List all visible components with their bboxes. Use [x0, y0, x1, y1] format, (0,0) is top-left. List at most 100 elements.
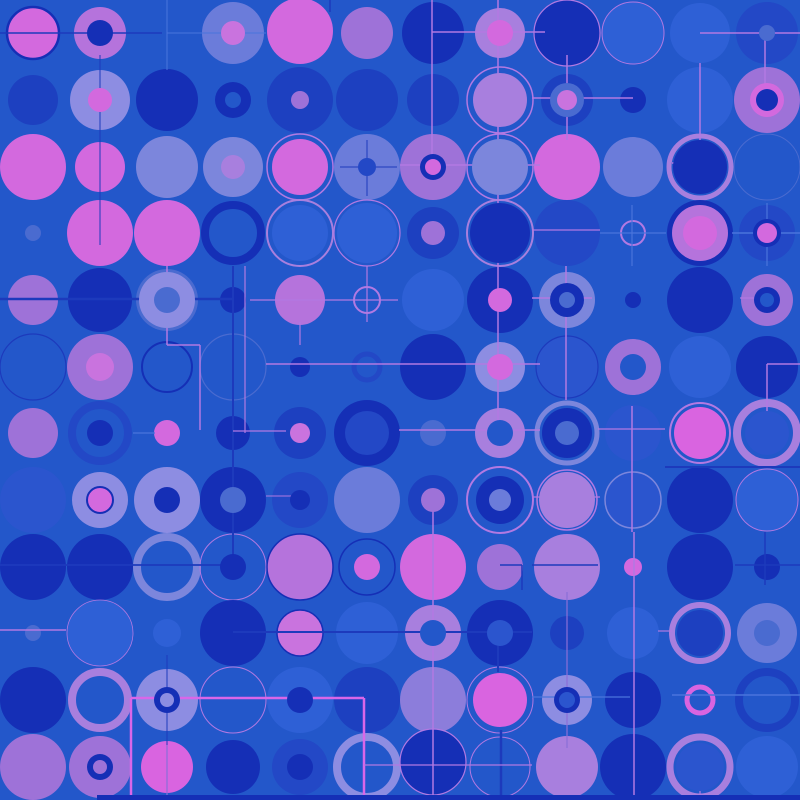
art-circle [154, 420, 180, 446]
art-circle [136, 69, 198, 131]
art-circle-inner [420, 620, 446, 646]
art-circle [351, 351, 383, 383]
art-circle [667, 267, 733, 333]
art-circle [134, 200, 200, 266]
art-circle [735, 468, 799, 532]
art-circle [669, 602, 731, 664]
art-circle-inner [683, 216, 717, 250]
art-circle [206, 740, 260, 794]
art-circle-inner [557, 90, 577, 110]
art-circle [266, 533, 334, 601]
art-circle-inner [677, 610, 723, 656]
art-circle-inner [287, 754, 313, 780]
art-circle [620, 87, 646, 113]
art-circle [67, 534, 133, 600]
art-circle [600, 734, 666, 800]
art-circle-inner [221, 155, 245, 179]
art-circle [607, 607, 659, 659]
art-circle [0, 534, 66, 600]
art-circle-inner [470, 203, 530, 263]
art-circle-inner [272, 139, 328, 195]
art-circle [402, 269, 464, 331]
art-circle-inner [559, 292, 575, 308]
art-circle [534, 400, 600, 466]
art-circle-inner [221, 21, 245, 45]
art-circle-inner [154, 287, 180, 313]
art-circle [8, 408, 58, 458]
art-circle-inner [473, 673, 527, 727]
art-circle [420, 420, 446, 446]
art-circle-inner [86, 353, 114, 381]
art-circle [0, 467, 66, 533]
art-circle [736, 736, 798, 798]
art-circle [0, 734, 66, 800]
art-circle-inner [620, 354, 646, 380]
art-circle [669, 336, 731, 398]
art-circle [536, 469, 598, 531]
art-circle [201, 201, 265, 265]
art-circle-inner [291, 91, 309, 109]
art-circle [477, 544, 523, 590]
art-circle-inner [287, 687, 313, 713]
art-circle [199, 666, 267, 734]
art-circle-inner [337, 203, 397, 263]
art-circle [341, 7, 393, 59]
art-circle-inner [759, 25, 775, 41]
art-circle [604, 471, 662, 529]
art-circle [290, 357, 310, 377]
art-circle [0, 333, 67, 401]
art-circle [667, 534, 733, 600]
art-circle-inner [487, 620, 513, 646]
art-circle [605, 672, 661, 728]
inner-circles-layer [86, 20, 789, 791]
art-circle [336, 69, 398, 131]
art-circle-inner [673, 140, 727, 194]
art-circle [601, 1, 665, 65]
art-circle-inner [154, 487, 180, 513]
art-circle-inner [290, 490, 310, 510]
art-circle [267, 0, 333, 64]
art-circle-inner [489, 489, 511, 511]
art-circle [133, 533, 201, 601]
art-circle-inner [674, 407, 726, 459]
art-circle [466, 199, 534, 267]
art-circle [402, 2, 464, 64]
art-circle-inner [473, 73, 527, 127]
art-circle [338, 538, 396, 596]
art-circle-inner [220, 487, 246, 513]
art-circle [0, 134, 66, 200]
art-circle-inner [488, 288, 512, 312]
art-circle [534, 134, 600, 200]
art-circle [534, 534, 600, 600]
art-circle [625, 292, 641, 308]
art-circle [603, 137, 663, 197]
art-circle [334, 667, 400, 733]
art-circle [0, 667, 66, 733]
art-circle-inner [756, 89, 778, 111]
art-circle [68, 668, 132, 732]
art-circle-inner [757, 223, 777, 243]
art-circle-inner [754, 620, 780, 646]
art-circle-inner [93, 760, 107, 774]
art-circle [624, 558, 642, 576]
art-circle [536, 736, 598, 798]
art-circle-inner [487, 354, 513, 380]
art-circle-inner [345, 411, 389, 455]
art-circle-inner [290, 423, 310, 443]
art-circle [605, 405, 661, 461]
art-circle [733, 133, 800, 201]
art-circle [466, 466, 534, 534]
art-circle [669, 402, 731, 464]
art-circle [735, 668, 799, 732]
art-circle [266, 199, 334, 267]
art-circle-inner [760, 293, 774, 307]
art-circle-inner [354, 554, 380, 580]
art-circle-inner [87, 420, 113, 446]
art-circle [8, 75, 58, 125]
art-circle [754, 554, 780, 580]
art-circle [68, 401, 132, 465]
art-circle [334, 467, 400, 533]
